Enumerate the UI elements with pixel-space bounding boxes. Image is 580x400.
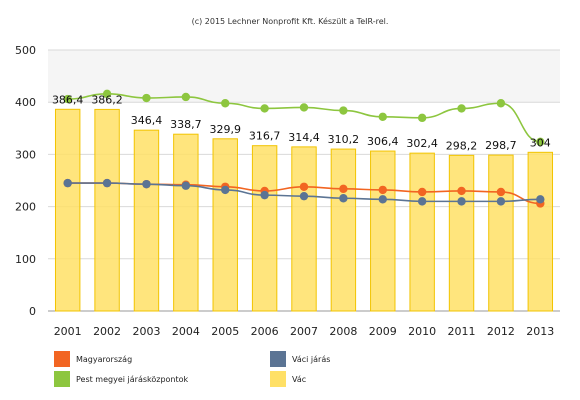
x-tick-label: 2001 [54, 325, 82, 338]
bar-2012 [488, 154, 514, 312]
legend-label: Pest megyei járásközpontok [76, 375, 189, 384]
bar-2013 [527, 151, 554, 312]
point-Pest megyei járásközpontok-2004 [181, 92, 191, 102]
data-label: 298,2 [446, 139, 478, 152]
data-label: 386,2 [91, 93, 123, 106]
point-Magyarország-2012 [496, 187, 506, 197]
data-label: 304 [530, 136, 551, 149]
point-Váci járás-2011 [457, 197, 466, 206]
point-Magyarország-2009 [378, 185, 387, 195]
x-tick-label: 2004 [172, 325, 200, 338]
point-Váci járás-2004 [181, 181, 191, 190]
point-Váci járás-2010 [417, 197, 427, 206]
legend-swatch-Vác [270, 371, 286, 387]
point-Váci járás-2001 [63, 178, 72, 188]
point-Pest megyei járásközpontok-2008 [339, 106, 348, 115]
x-tick-label: 2013 [526, 325, 554, 338]
bar-2004 [173, 133, 199, 312]
bar-2002 [94, 108, 120, 312]
point-Váci járás-2003 [142, 179, 151, 189]
grid-band [48, 50, 560, 103]
data-label: 316,7 [249, 130, 281, 143]
point-Pest megyei járásközpontok-2001 [63, 94, 72, 104]
bar-2011 [448, 154, 475, 312]
point-Pest megyei járásközpontok-2002 [102, 89, 112, 99]
bar-2008 [330, 148, 357, 312]
point-Váci járás-2008 [339, 194, 348, 203]
x-tick-label: 2005 [211, 325, 239, 338]
point-Pest megyei járásközpontok-2006 [260, 104, 269, 113]
legend-swatch-Pest megyei járásközpontok [54, 371, 70, 387]
data-label: 310,2 [328, 133, 360, 146]
y-tick-label: 200 [15, 201, 36, 214]
point-Pest megyei járásközpontok-2010 [417, 113, 427, 123]
data-label: 306,4 [367, 135, 399, 148]
point-Pest megyei járásközpontok-2013 [536, 137, 545, 147]
legend-swatch-Magyarország [54, 351, 70, 367]
data-label: 302,4 [406, 137, 438, 150]
bar-2001 [54, 108, 81, 312]
data-label: 298,7 [485, 139, 517, 152]
point-Váci járás-2006 [260, 190, 269, 200]
x-tick-label: 2002 [93, 325, 121, 338]
point-Magyarország-2010 [417, 187, 427, 197]
point-Pest megyei járásközpontok-2011 [457, 104, 466, 113]
legend-label: Magyarország [76, 355, 132, 364]
point-Pest megyei járásközpontok-2012 [496, 99, 506, 108]
y-tick-label: 400 [15, 96, 36, 109]
x-tick-label: 2007 [290, 325, 318, 338]
y-tick-label: 500 [15, 44, 36, 57]
y-tick-label: 0 [29, 305, 36, 318]
x-tick-label: 2011 [448, 325, 476, 338]
data-label: 314,4 [288, 131, 320, 144]
plot-area: 0 100 200 300 400 500 386,4 386,2 346,4 338,7 329,… [15, 44, 560, 338]
x-tick-label: 2008 [329, 325, 357, 338]
legend-label: Vác [292, 375, 306, 384]
legend-swatch-Váci járás [270, 351, 286, 367]
x-tick-label: 2006 [251, 325, 279, 338]
point-Magyarország-2008 [339, 184, 348, 194]
point-Magyarország-2007 [299, 182, 309, 191]
bar-2010 [409, 152, 435, 312]
point-Váci járás-2007 [299, 191, 309, 201]
data-label: 338,7 [170, 118, 202, 131]
bar-2006 [251, 145, 278, 312]
point-Váci járás-2012 [496, 197, 506, 206]
point-Pest megyei járásközpontok-2007 [299, 103, 309, 112]
x-tick-label: 2009 [369, 325, 397, 338]
bar-2005 [212, 138, 238, 312]
legend: Magyarország Váci járás Pest megyei járásk… [54, 351, 330, 387]
data-label: 346,4 [131, 114, 163, 127]
point-Pest megyei járásközpontok-2009 [378, 112, 387, 122]
y-tick-label: 300 [15, 148, 36, 161]
point-Magyarország-2011 [457, 186, 466, 196]
point-Váci járás-2002 [102, 178, 112, 188]
x-tick-label: 2010 [408, 325, 436, 338]
legend-label: Váci járás [292, 355, 330, 364]
bar-2003 [133, 129, 160, 312]
x-tick-label: 2012 [487, 325, 515, 338]
point-Váci járás-2005 [221, 185, 230, 195]
credit-text: (c) 2015 Lechner Nonprofit Kft. Készült … [192, 16, 389, 26]
bar-2007 [291, 146, 317, 312]
point-Pest megyei járásközpontok-2003 [142, 93, 151, 103]
point-Váci járás-2009 [378, 195, 387, 204]
data-label: 329,9 [209, 123, 241, 136]
point-Pest megyei járásközpontok-2005 [221, 99, 230, 108]
point-Váci járás-2013 [536, 195, 545, 204]
bar-2009 [370, 150, 396, 312]
x-tick-label: 2003 [132, 325, 160, 338]
y-tick-label: 100 [15, 253, 36, 266]
data-label: 386,4 [52, 93, 84, 106]
